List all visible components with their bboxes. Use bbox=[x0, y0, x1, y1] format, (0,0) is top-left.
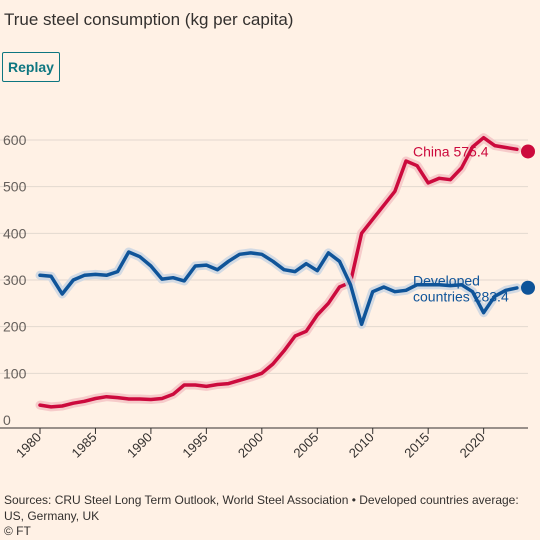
y-tick-label: 300 bbox=[3, 272, 27, 288]
x-tick-label: 1995 bbox=[179, 430, 210, 461]
x-tick-label: 2020 bbox=[457, 430, 488, 461]
source-note: Sources: CRU Steel Long Term Outlook, Wo… bbox=[4, 493, 519, 523]
y-tick-label: 200 bbox=[3, 319, 27, 335]
chart-title: True steel consumption (kg per capita) bbox=[4, 10, 294, 29]
x-axis: 1980 1985 1990 1995 2000 2005 2010 2015 2020 bbox=[0, 427, 528, 461]
y-axis: 0 100 200 300 400 500 600 bbox=[3, 132, 27, 428]
x-tick-label: 2010 bbox=[346, 430, 377, 461]
y-tick-label: 0 bbox=[3, 412, 11, 428]
x-tick-label: 2005 bbox=[290, 430, 321, 461]
series-layer bbox=[35, 133, 535, 412]
series-end-marker bbox=[521, 144, 535, 159]
line-chart: 0 100 200 300 400 500 600 1980 1985 1990 1995 2000… bbox=[0, 132, 535, 461]
ft-credit: © FT bbox=[4, 524, 31, 538]
x-tick-label: 1985 bbox=[69, 430, 100, 461]
developed-label-line: Developed bbox=[413, 273, 480, 289]
x-tick-label: 2015 bbox=[401, 430, 432, 461]
x-tick-label: 2000 bbox=[235, 430, 266, 461]
x-tick-label: 1980 bbox=[13, 430, 44, 461]
replay-button[interactable]: Replay bbox=[2, 52, 60, 82]
gridlines bbox=[0, 139, 528, 374]
y-tick-label: 100 bbox=[3, 365, 27, 381]
series-line bbox=[38, 135, 519, 409]
y-tick-label: 500 bbox=[3, 179, 27, 195]
china-label: China 575.4 bbox=[413, 143, 489, 159]
y-tick-label: 400 bbox=[3, 225, 27, 241]
x-tick-label: 1990 bbox=[124, 430, 155, 461]
series-end-marker bbox=[521, 280, 535, 295]
series-line bbox=[38, 250, 519, 327]
developed-label-line: countries 283.4 bbox=[413, 289, 509, 305]
y-tick-label: 600 bbox=[3, 132, 27, 148]
